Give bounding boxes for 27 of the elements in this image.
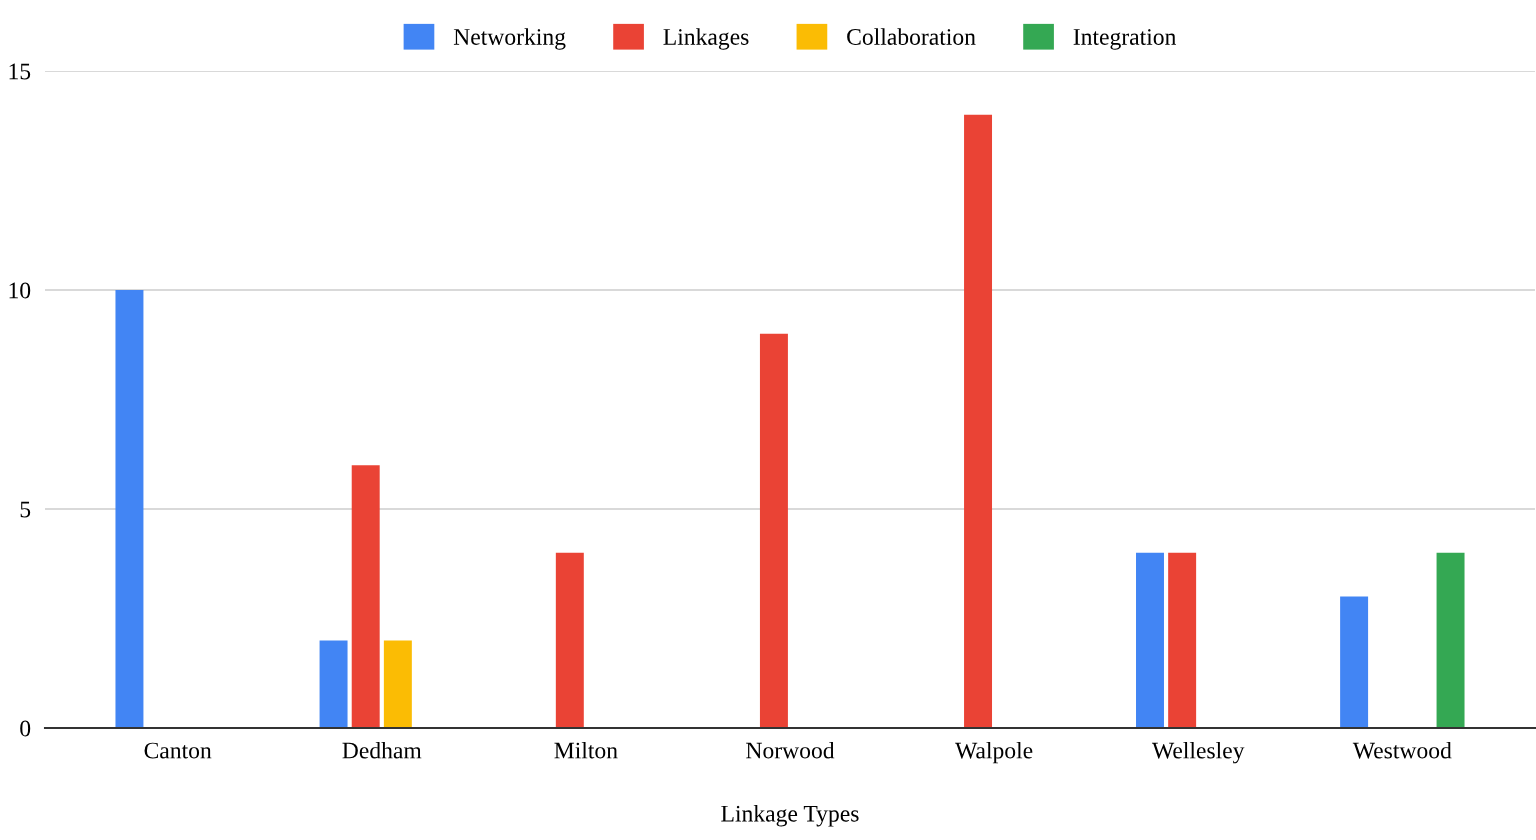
legend-label: Integration <box>1073 29 1177 50</box>
bar <box>964 114 993 728</box>
legend-label: Networking <box>453 28 566 50</box>
x-tick-label: Dedham <box>342 741 422 759</box>
bar <box>1436 552 1465 728</box>
y-tick-label: 0 <box>20 720 31 737</box>
x-tick-label: Walpole <box>955 741 1033 764</box>
bar <box>383 640 412 728</box>
x-tick-label: Westwood <box>1352 741 1452 759</box>
y-tick-label: 5 <box>20 501 31 518</box>
y-tick-label: 15 <box>9 63 31 80</box>
x-tick-label: Canton <box>144 742 212 759</box>
x-tick-label: Milton <box>554 741 618 759</box>
bar <box>759 333 788 728</box>
legend-label: Linkages <box>663 28 749 50</box>
x-tick-label: Norwood <box>746 741 835 759</box>
bar <box>351 465 380 728</box>
bar <box>1136 552 1164 728</box>
bar <box>115 290 144 728</box>
y-tick-label: 10 <box>9 282 31 299</box>
x-axis-title: Linkage Types <box>721 805 859 827</box>
bar <box>1168 552 1197 728</box>
x-tick-label: Wellesley <box>1151 741 1245 764</box>
bar <box>319 640 348 728</box>
bar <box>1340 596 1369 728</box>
bar <box>555 552 584 728</box>
legend-label: Collaboration <box>847 28 976 45</box>
